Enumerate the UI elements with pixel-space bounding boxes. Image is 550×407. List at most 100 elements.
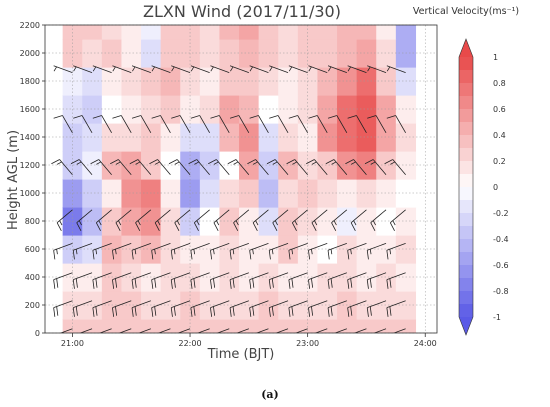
- heatmap-cell: [317, 263, 338, 292]
- y-tick-label: 1800: [20, 77, 40, 86]
- wind-barb: [255, 328, 269, 333]
- heatmap-cell: [376, 291, 397, 320]
- heatmap-cell: [395, 235, 417, 264]
- heatmap-cell: [101, 123, 123, 152]
- colorbar-tick-label: -0.2: [493, 209, 509, 218]
- wind-barb: [308, 65, 328, 73]
- heatmap-cell: [101, 67, 123, 96]
- wind-barb: [350, 209, 367, 232]
- wind-barb: [196, 328, 210, 333]
- heatmap-cell: [82, 291, 103, 320]
- heatmap-cell: [180, 39, 201, 68]
- colorbar-title: Vertical Velocity(ms⁻¹): [413, 6, 519, 17]
- x-axis: 21:00 22:00 23:00 24:00: [61, 333, 437, 348]
- heatmap-cell: [239, 39, 260, 68]
- colorbar-segment: [459, 109, 473, 123]
- colorbar-tick-label: 0.2: [493, 157, 506, 166]
- heatmap-cell: [317, 291, 338, 320]
- wind-barb: [367, 65, 387, 73]
- wind-barb: [345, 159, 367, 176]
- heatmap-cell: [219, 235, 240, 264]
- heatmap-cell: [297, 263, 319, 292]
- heatmap-cell: [278, 25, 299, 40]
- heatmap-cell: [337, 123, 358, 152]
- wind-barb: [314, 328, 328, 333]
- heatmap-cell: [82, 151, 103, 180]
- wind-barb: [272, 209, 289, 232]
- heatmap-cell: [356, 95, 377, 124]
- heatmap-cell: [199, 123, 221, 152]
- heatmap-cell: [121, 291, 142, 320]
- colorbar-tick-label: -0.4: [493, 235, 509, 244]
- heatmap-cell: [180, 319, 201, 333]
- heatmap-cell: [239, 263, 260, 292]
- heatmap-cell: [141, 95, 162, 124]
- heatmap-cell: [239, 235, 260, 264]
- colorbar-tick-label: 0.8: [493, 79, 506, 88]
- colorbar-max-arrow: [459, 39, 473, 57]
- wind-barb: [370, 209, 387, 232]
- wind-barb: [98, 328, 112, 333]
- heatmap-cell: [258, 151, 279, 180]
- wind-barb: [308, 300, 328, 317]
- wind-barb: [288, 115, 308, 134]
- heatmap-cell: [356, 25, 377, 40]
- heatmap-cell: [101, 291, 123, 320]
- colorbar-tick-label: 0.4: [493, 131, 506, 140]
- wind-barb: [92, 65, 112, 73]
- wind-barb: [288, 272, 308, 289]
- heatmap-cell: [317, 39, 338, 68]
- colorbar-tick-label: 1: [493, 53, 498, 62]
- heatmap-cell: [297, 95, 319, 124]
- heatmap-cell: [199, 67, 221, 96]
- heatmap-cell: [180, 123, 201, 152]
- wind-barb: [177, 328, 191, 333]
- wind-barb: [210, 65, 230, 73]
- wind-barb: [386, 300, 406, 317]
- heatmap-cell: [356, 179, 377, 208]
- heatmap-cell: [62, 319, 83, 333]
- wind-barbs: [51, 65, 406, 333]
- heatmap-cell: [62, 95, 83, 124]
- wind-barb: [327, 272, 347, 289]
- heatmap-cell: [356, 123, 377, 152]
- wind-barb: [151, 272, 171, 289]
- wind-barb: [131, 65, 151, 73]
- wind-barb: [51, 159, 73, 176]
- wind-barb: [213, 209, 230, 232]
- heatmap-cell: [82, 95, 103, 124]
- heatmap-cell: [317, 151, 338, 180]
- wind-barb: [112, 65, 132, 73]
- heatmap-cell: [376, 319, 397, 333]
- heatmap-cell: [258, 235, 279, 264]
- heatmap-cell: [219, 291, 240, 320]
- heatmap-cell: [62, 263, 83, 292]
- wind-barb: [249, 243, 269, 260]
- wind-barb: [115, 209, 132, 232]
- heatmap-cell: [121, 67, 142, 96]
- heatmap-cell: [239, 25, 260, 40]
- y-tick-label: 2000: [20, 49, 40, 58]
- heatmap-cell: [141, 25, 162, 40]
- colorbar-segment: [459, 304, 473, 318]
- heatmap-cell: [337, 179, 358, 208]
- heatmap-cell: [337, 291, 358, 320]
- heatmap-cell: [395, 151, 417, 180]
- heatmap-cell: [317, 25, 338, 40]
- heatmap-cell: [395, 291, 417, 320]
- heatmap-cell: [317, 319, 338, 333]
- wind-barb: [347, 272, 367, 289]
- wind-barb: [249, 115, 269, 134]
- heatmap-cell: [376, 235, 397, 264]
- heatmap-cell: [278, 263, 299, 292]
- colorbar: 1 0.8 0.6 0.4 0.2 0 -0.2 -0.4 -0.6 -0.8 -1: [458, 38, 509, 336]
- wind-barb: [90, 159, 112, 176]
- heatmap-cell: [199, 151, 221, 180]
- wind-barb: [311, 209, 328, 232]
- wind-barb: [327, 243, 347, 260]
- heatmap-cell: [141, 151, 162, 180]
- y-tick-label: 2200: [20, 21, 40, 30]
- heatmap-cell: [199, 179, 221, 208]
- x-axis-label: Time (BJT): [207, 347, 275, 362]
